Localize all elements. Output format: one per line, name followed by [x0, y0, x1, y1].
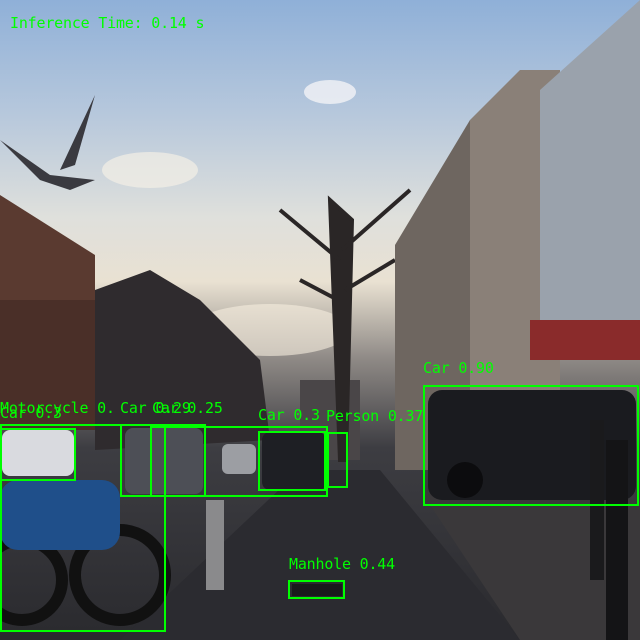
bbox-car	[0, 428, 76, 481]
bollard	[606, 440, 628, 640]
bbox-label: Car 0.90	[423, 359, 494, 377]
bbox-label: Manhole 0.44	[289, 555, 395, 573]
car-right-wheel	[447, 462, 483, 498]
car-center	[262, 432, 326, 490]
bbox-motorcycle	[0, 424, 166, 632]
inference-time-text: Inference Time: 0.14 s	[10, 14, 205, 32]
bbox-label: Car 0.25	[152, 399, 223, 417]
bbox-label: Person 0.37	[326, 407, 424, 425]
left-trees	[95, 270, 270, 450]
bbox-car	[423, 385, 639, 506]
car-white	[2, 430, 74, 476]
bbox-person	[327, 432, 348, 488]
bbox-car	[150, 426, 328, 497]
shop-awning	[530, 320, 640, 360]
right-building-mid	[395, 120, 470, 470]
motorcycle-body	[0, 480, 120, 550]
bbox-manhole	[288, 580, 345, 599]
bbox-label: Motorcycle 0.	[0, 399, 115, 417]
bollard	[206, 500, 224, 590]
bbox-car	[258, 431, 326, 491]
bbox-label: Car 0.3	[258, 406, 320, 424]
right-building-main	[470, 70, 560, 480]
bbox-label: Car 0.29	[120, 399, 191, 417]
bbox-label: Car 0.3	[0, 404, 62, 422]
right-building-glass	[540, 0, 640, 330]
manhole	[292, 584, 342, 596]
bird	[0, 95, 95, 190]
sidewalk-right	[420, 490, 640, 640]
car-small	[222, 444, 256, 474]
bollard	[590, 420, 604, 580]
road	[120, 470, 520, 640]
cloud	[304, 80, 356, 104]
cloud	[102, 152, 198, 188]
left-building-lower	[0, 300, 95, 430]
